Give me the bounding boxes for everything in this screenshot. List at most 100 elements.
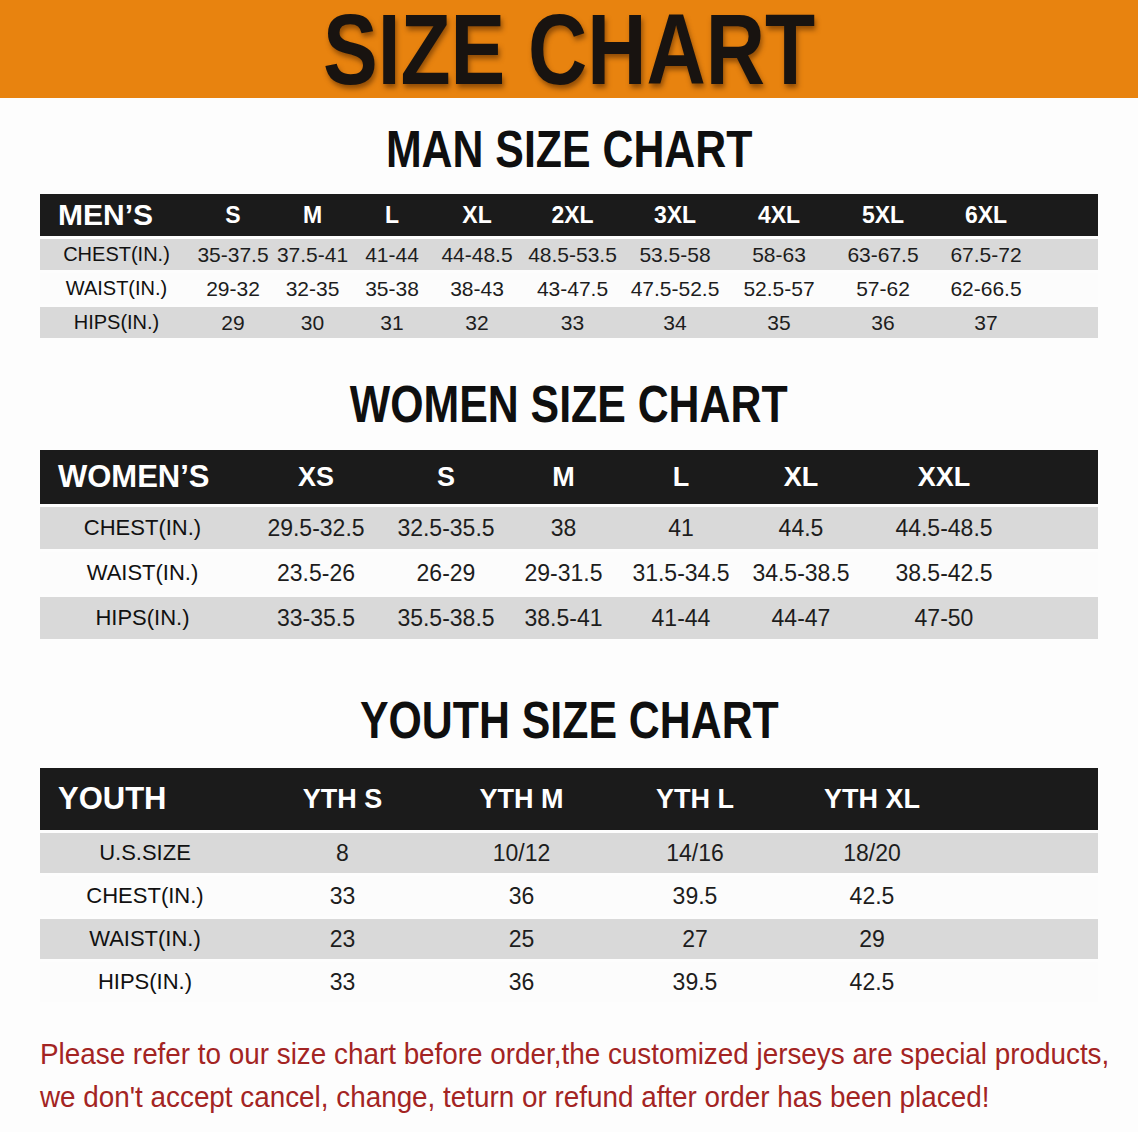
women-size-column-header: L [622, 450, 740, 504]
page-title: SIZE CHART [323, 0, 815, 98]
women-size-column-header: M [505, 450, 622, 504]
disclaimer-note: Please refer to our size chart before or… [40, 1033, 1138, 1119]
youth-size-section: YOUTH SIZE CHART YOUTHYTH SYTH MYTH LYTH… [0, 695, 1138, 1005]
women-size-value: 47-50 [862, 597, 1026, 639]
youth-size-value: 25 [435, 919, 608, 959]
men-size-value: 29 [193, 307, 273, 338]
men-table-corner-label: MEN’S [40, 194, 193, 236]
men-size-column-header: 5XL [831, 194, 935, 236]
men-size-column-header: 6XL [935, 194, 1037, 236]
men-size-column-header: M [273, 194, 352, 236]
youth-size-value: 42.5 [782, 962, 962, 1002]
men-size-value: 29-32 [193, 273, 273, 304]
men-size-column-header: S [193, 194, 273, 236]
youth-size-value: 23 [250, 919, 435, 959]
women-row-label: WAIST(IN.) [40, 552, 245, 594]
youth-measurement-row: HIPS(IN.)333639.542.5 [40, 962, 1098, 1002]
women-size-value: 32.5-35.5 [387, 507, 505, 549]
men-empty-cell [1037, 307, 1098, 338]
women-empty-cell [1026, 597, 1098, 639]
youth-size-value: 36 [435, 876, 608, 916]
men-size-value: 62-66.5 [935, 273, 1037, 304]
youth-size-value: 27 [608, 919, 782, 959]
men-measurement-row: WAIST(IN.)29-3232-3535-3838-4343-47.547.… [40, 273, 1098, 304]
women-size-column-header: XXL [862, 450, 1026, 504]
men-size-table: MEN’SSMLXL2XL3XL4XL5XL6XL CHEST(IN.)35-3… [40, 191, 1098, 341]
women-size-value: 33-35.5 [245, 597, 387, 639]
men-size-value: 52.5-57 [727, 273, 831, 304]
men-empty-header-cell [1037, 194, 1098, 236]
youth-measurement-row: U.S.SIZE810/1214/1618/20 [40, 833, 1098, 873]
youth-size-value: 29 [782, 919, 962, 959]
women-row-label: CHEST(IN.) [40, 507, 245, 549]
men-size-section: MAN SIZE CHART MEN’SSMLXL2XL3XL4XL5XL6XL… [0, 124, 1138, 341]
youth-empty-cell [962, 919, 1098, 959]
youth-size-column-header: YTH M [435, 768, 608, 830]
youth-size-value: 39.5 [608, 962, 782, 1002]
women-size-value: 44-47 [740, 597, 862, 639]
youth-row-label: WAIST(IN.) [40, 919, 250, 959]
men-size-value: 34 [623, 307, 727, 338]
men-size-column-header: L [352, 194, 432, 236]
men-size-value: 33 [522, 307, 623, 338]
women-empty-cell [1026, 552, 1098, 594]
men-size-value: 31 [352, 307, 432, 338]
youth-row-label: CHEST(IN.) [40, 876, 250, 916]
men-empty-cell [1037, 239, 1098, 270]
men-size-value: 32-35 [273, 273, 352, 304]
women-size-value: 44.5-48.5 [862, 507, 1026, 549]
men-row-label: CHEST(IN.) [40, 239, 193, 270]
youth-size-value: 14/16 [608, 833, 782, 873]
disclaimer-line-1: Please refer to our size chart before or… [40, 1033, 1094, 1076]
size-chart-banner: SIZE CHART [0, 0, 1138, 98]
youth-size-value: 8 [250, 833, 435, 873]
men-size-value: 48.5-53.5 [522, 239, 623, 270]
women-size-table: WOMEN’SXSSMLXLXXL CHEST(IN.)29.5-32.532.… [40, 447, 1098, 642]
men-size-value: 37 [935, 307, 1037, 338]
men-size-value: 37.5-41 [273, 239, 352, 270]
disclaimer-line-2: we don't accept cancel, change, teturn o… [40, 1076, 1094, 1119]
women-empty-cell [1026, 507, 1098, 549]
women-size-value: 26-29 [387, 552, 505, 594]
women-size-column-header: S [387, 450, 505, 504]
men-size-value: 41-44 [352, 239, 432, 270]
women-section-heading: WOMEN SIZE CHART [0, 379, 1138, 430]
men-size-value: 47.5-52.5 [623, 273, 727, 304]
youth-empty-header-cell [962, 768, 1098, 830]
women-measurement-row: CHEST(IN.)29.5-32.532.5-35.5384144.544.5… [40, 507, 1098, 549]
men-section-heading: MAN SIZE CHART [0, 124, 1138, 175]
women-size-value: 38.5-42.5 [862, 552, 1026, 594]
youth-empty-cell [962, 962, 1098, 1002]
youth-table-corner-label: YOUTH [40, 768, 250, 830]
youth-size-column-header: YTH XL [782, 768, 962, 830]
women-empty-header-cell [1026, 450, 1098, 504]
men-size-value: 43-47.5 [522, 273, 623, 304]
women-size-value: 34.5-38.5 [740, 552, 862, 594]
men-measurement-row: CHEST(IN.)35-37.537.5-4141-4444-48.548.5… [40, 239, 1098, 270]
women-size-value: 44.5 [740, 507, 862, 549]
youth-measurement-row: CHEST(IN.)333639.542.5 [40, 876, 1098, 916]
men-row-label: HIPS(IN.) [40, 307, 193, 338]
men-size-value: 63-67.5 [831, 239, 935, 270]
youth-size-value: 39.5 [608, 876, 782, 916]
men-size-value: 58-63 [727, 239, 831, 270]
men-empty-cell [1037, 273, 1098, 304]
men-size-value: 53.5-58 [623, 239, 727, 270]
men-size-column-header: XL [432, 194, 522, 236]
youth-size-column-header: YTH L [608, 768, 782, 830]
women-size-section: WOMEN SIZE CHART WOMEN’SXSSMLXLXXL CHEST… [0, 379, 1138, 642]
men-size-value: 32 [432, 307, 522, 338]
youth-size-value: 10/12 [435, 833, 608, 873]
women-size-value: 29-31.5 [505, 552, 622, 594]
men-size-value: 36 [831, 307, 935, 338]
youth-empty-cell [962, 833, 1098, 873]
women-size-value: 31.5-34.5 [622, 552, 740, 594]
youth-size-column-header: YTH S [250, 768, 435, 830]
men-size-value: 67.5-72 [935, 239, 1037, 270]
women-measurement-row: WAIST(IN.)23.5-2626-2929-31.531.5-34.534… [40, 552, 1098, 594]
women-size-value: 35.5-38.5 [387, 597, 505, 639]
men-size-column-header: 4XL [727, 194, 831, 236]
men-size-column-header: 2XL [522, 194, 623, 236]
men-size-value: 30 [273, 307, 352, 338]
youth-size-value: 18/20 [782, 833, 962, 873]
